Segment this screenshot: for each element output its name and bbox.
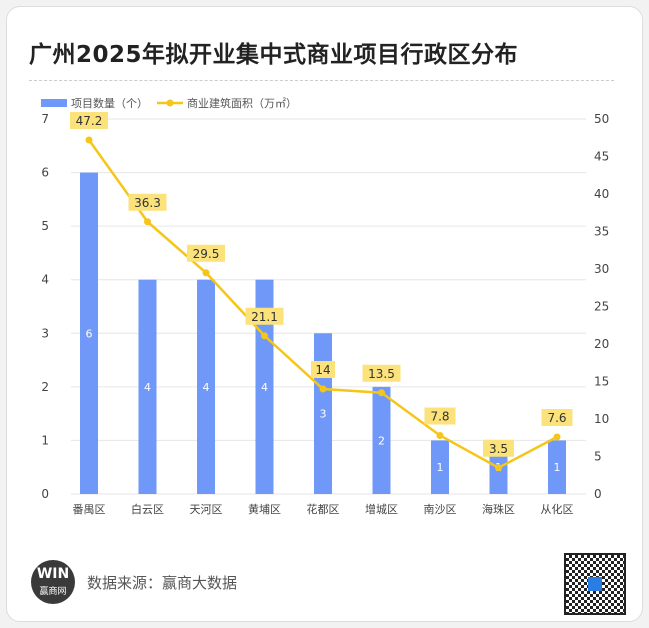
line-value-label: 3.5 bbox=[489, 442, 508, 456]
bar-value-label: 4 bbox=[144, 381, 151, 394]
left-tick-label: 2 bbox=[41, 380, 49, 394]
left-tick-label: 0 bbox=[41, 487, 49, 501]
bar-value-label: 2 bbox=[378, 434, 385, 447]
line-label-bg bbox=[70, 112, 108, 129]
line-point bbox=[436, 432, 444, 439]
legend-line-label: 商业建筑面积（万㎡） bbox=[187, 96, 297, 110]
qr-code bbox=[564, 553, 626, 615]
bar-value-label: 3 bbox=[320, 408, 327, 421]
bar bbox=[255, 279, 274, 494]
left-tick-label: 4 bbox=[41, 273, 49, 287]
line-value-label: 36.3 bbox=[134, 196, 161, 210]
legend-bar-label: 项目数量（个） bbox=[71, 97, 148, 110]
left-tick-label: 7 bbox=[41, 112, 49, 126]
right-tick-label: 15 bbox=[594, 375, 609, 389]
bar bbox=[431, 440, 449, 494]
bar-value-label: 4 bbox=[261, 381, 268, 394]
bar bbox=[197, 279, 215, 494]
line-label-bg bbox=[483, 439, 514, 457]
right-tick-label: 35 bbox=[594, 225, 609, 239]
line-point bbox=[85, 136, 93, 144]
line-point bbox=[261, 332, 268, 340]
category-label: 增城区 bbox=[365, 502, 398, 516]
bar-value-label: 6 bbox=[86, 327, 93, 340]
line-label-bg bbox=[541, 409, 573, 426]
line-value-label: 13.5 bbox=[368, 367, 395, 381]
right-tick-label: 5 bbox=[594, 450, 602, 464]
line-label-bg bbox=[311, 361, 335, 378]
bar-value-label: 1 bbox=[554, 461, 561, 474]
legend-bar-swatch bbox=[41, 99, 67, 107]
line-label-bg bbox=[187, 244, 225, 262]
line-value-label: 47.2 bbox=[76, 114, 103, 128]
right-tick-label: 25 bbox=[594, 300, 609, 314]
data-source: 数据来源：赢商大数据 bbox=[87, 574, 238, 592]
line-point bbox=[553, 433, 561, 441]
category-label: 番禺区 bbox=[73, 503, 106, 516]
chart-title: 广州2025年拟开业集中式商业项目行政区分布 bbox=[29, 42, 519, 68]
legend-line-marker bbox=[166, 99, 174, 107]
chart-card: 广州2025年拟开业集中式商业项目行政区分布 0 1 2 3 4 5 6 7 0 5 10 15 20 2… bbox=[6, 6, 643, 622]
bar bbox=[138, 279, 157, 494]
right-tick-label: 50 bbox=[594, 112, 609, 126]
title-divider bbox=[29, 80, 614, 81]
right-tick-label: 20 bbox=[594, 337, 609, 351]
winshang-logo: WIN 赢商网 bbox=[31, 560, 75, 604]
line-label-bg bbox=[128, 193, 167, 211]
category-label: 天河区 bbox=[190, 503, 223, 516]
right-tick-label: 45 bbox=[594, 150, 609, 164]
line-label-bg bbox=[424, 407, 456, 425]
right-tick-label: 30 bbox=[594, 262, 609, 276]
chart-svg: 01234567051015202530354045506番禺区4白云区4天河区… bbox=[41, 96, 609, 516]
line-value-label: 7.8 bbox=[430, 410, 449, 424]
bar bbox=[548, 440, 566, 494]
line-point bbox=[144, 218, 151, 226]
line-point bbox=[378, 389, 385, 397]
category-label: 海珠区 bbox=[482, 502, 515, 516]
right-tick-label: 10 bbox=[594, 412, 609, 426]
category-label: 从化区 bbox=[541, 502, 574, 516]
category-label: 南沙区 bbox=[424, 503, 457, 516]
category-label: 黄埔区 bbox=[248, 502, 281, 516]
line-value-label: 29.5 bbox=[193, 247, 220, 261]
left-tick-label: 6 bbox=[41, 166, 49, 180]
left-tick-label: 1 bbox=[41, 433, 49, 447]
line-label-bg bbox=[245, 307, 284, 325]
bar-value-label: 1 bbox=[437, 461, 444, 474]
right-tick-label: 0 bbox=[594, 487, 602, 501]
line-value-label: 7.6 bbox=[547, 411, 566, 425]
bar bbox=[372, 386, 391, 494]
category-label: 白云区 bbox=[131, 502, 164, 516]
category-label: 花都区 bbox=[307, 503, 340, 516]
line-point bbox=[495, 464, 502, 472]
line-value-label: 21.1 bbox=[251, 310, 278, 324]
line-value-label: 14 bbox=[315, 363, 330, 377]
left-tick-label: 5 bbox=[41, 219, 49, 233]
bar bbox=[80, 172, 98, 495]
line-label-bg bbox=[362, 364, 401, 382]
bar-value-label: 4 bbox=[203, 381, 210, 394]
left-tick-label: 3 bbox=[41, 326, 49, 340]
line-point bbox=[202, 269, 210, 277]
right-tick-label: 40 bbox=[594, 187, 609, 201]
line-point bbox=[319, 385, 327, 393]
